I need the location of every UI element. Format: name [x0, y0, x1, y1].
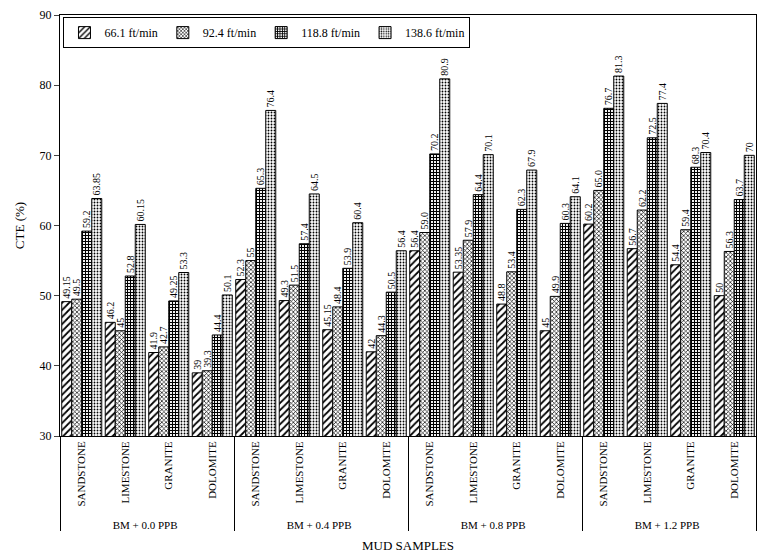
svg-text:50.1: 50.1 [222, 274, 233, 292]
svg-text:63.85: 63.85 [91, 173, 102, 196]
svg-text:GRANITE: GRANITE [162, 441, 174, 490]
svg-text:49.9: 49.9 [550, 276, 561, 294]
svg-text:48.4: 48.4 [332, 286, 343, 304]
svg-text:81.3: 81.3 [613, 56, 624, 74]
svg-text:SANDSTONE: SANDSTONE [75, 441, 87, 506]
svg-text:60: 60 [40, 219, 52, 233]
svg-text:60.15: 60.15 [135, 199, 146, 222]
svg-text:55: 55 [245, 248, 256, 258]
svg-text:50.5: 50.5 [386, 272, 397, 290]
svg-text:49.15: 49.15 [61, 276, 72, 299]
svg-text:72.5: 72.5 [647, 117, 658, 135]
svg-text:44.3: 44.3 [376, 315, 387, 333]
svg-text:50: 50 [40, 289, 52, 303]
svg-text:65.0: 65.0 [593, 170, 604, 188]
svg-text:DOLOMITE: DOLOMITE [380, 441, 392, 499]
svg-text:77.4: 77.4 [657, 83, 668, 101]
svg-text:68.3: 68.3 [690, 147, 701, 165]
svg-text:57.9: 57.9 [463, 220, 474, 238]
svg-text:64.1: 64.1 [570, 176, 581, 194]
svg-text:42: 42 [366, 339, 377, 349]
svg-text:63.7: 63.7 [734, 179, 745, 197]
svg-text:SANDSTONE: SANDSTONE [249, 441, 261, 506]
svg-text:52.8: 52.8 [125, 256, 136, 274]
svg-text:53.9: 53.9 [342, 248, 353, 265]
svg-text:45: 45 [540, 318, 551, 328]
svg-text:138.6 ft/min: 138.6 ft/min [405, 26, 464, 40]
svg-text:56.3: 56.3 [724, 231, 735, 249]
svg-text:76.7: 76.7 [603, 88, 614, 106]
svg-text:62.2: 62.2 [637, 190, 648, 208]
svg-text:30: 30 [40, 429, 52, 443]
svg-text:BM + 0.4 PPB: BM + 0.4 PPB [287, 519, 352, 531]
svg-text:56.7: 56.7 [627, 228, 638, 246]
svg-text:41.9: 41.9 [148, 332, 159, 350]
svg-text:49.25: 49.25 [168, 275, 179, 298]
svg-text:DOLOMITE: DOLOMITE [728, 441, 740, 499]
svg-text:53.35: 53.35 [453, 247, 464, 270]
svg-text:DOLOMITE: DOLOMITE [206, 441, 218, 499]
svg-text:64.5: 64.5 [309, 173, 320, 191]
svg-text:59.0: 59.0 [419, 212, 430, 230]
svg-text:MUD SAMPLES: MUD SAMPLES [362, 538, 454, 551]
svg-text:SANDSTONE: SANDSTONE [597, 441, 609, 506]
svg-text:118.8 ft/min: 118.8 ft/min [301, 26, 360, 40]
svg-text:45: 45 [115, 318, 126, 328]
svg-text:62.3: 62.3 [516, 189, 527, 207]
svg-text:70: 70 [744, 142, 755, 152]
svg-text:39.3: 39.3 [202, 350, 213, 368]
svg-text:56.4: 56.4 [409, 230, 420, 248]
svg-text:70.2: 70.2 [429, 133, 440, 151]
svg-text:40: 40 [40, 359, 52, 373]
svg-text:70.1: 70.1 [483, 134, 494, 152]
svg-text:70: 70 [40, 149, 52, 163]
svg-text:54.4: 54.4 [670, 244, 681, 261]
svg-text:70.4: 70.4 [700, 132, 711, 150]
svg-text:LIMESTONE: LIMESTONE [467, 441, 479, 503]
svg-text:BM + 1.2 PPB: BM + 1.2 PPB [635, 519, 700, 531]
svg-text:64.4: 64.4 [473, 174, 484, 192]
svg-text:48.8: 48.8 [496, 284, 507, 302]
svg-text:44.4: 44.4 [212, 314, 223, 332]
svg-text:52.3: 52.3 [235, 259, 246, 277]
svg-text:65.3: 65.3 [255, 168, 266, 186]
svg-text:60.3: 60.3 [560, 203, 571, 221]
svg-text:GRANITE: GRANITE [510, 441, 522, 490]
svg-text:92.4 ft/min: 92.4 ft/min [203, 26, 256, 40]
svg-text:LIMESTONE: LIMESTONE [119, 441, 131, 503]
svg-text:76.4: 76.4 [265, 90, 276, 108]
svg-text:59.4: 59.4 [680, 209, 691, 227]
svg-text:GRANITE: GRANITE [684, 441, 696, 490]
svg-text:67.9: 67.9 [526, 150, 537, 168]
svg-text:DOLOMITE: DOLOMITE [554, 441, 566, 499]
svg-text:51.5: 51.5 [289, 265, 300, 283]
svg-text:80: 80 [40, 78, 52, 92]
svg-text:LIMESTONE: LIMESTONE [293, 441, 305, 503]
svg-text:42.7: 42.7 [158, 326, 169, 344]
svg-text:BM + 0.8 PPB: BM + 0.8 PPB [461, 519, 526, 531]
svg-text:53.4: 53.4 [506, 251, 517, 269]
svg-text:56.4: 56.4 [396, 230, 407, 248]
svg-text:SANDSTONE: SANDSTONE [423, 441, 435, 506]
svg-text:80.9: 80.9 [439, 58, 450, 76]
svg-text:50: 50 [714, 283, 725, 293]
svg-text:57.4: 57.4 [299, 223, 310, 241]
svg-text:66.1 ft/min: 66.1 ft/min [104, 26, 157, 40]
svg-text:59.2: 59.2 [81, 211, 92, 229]
svg-text:60.2: 60.2 [583, 204, 594, 222]
svg-text:49.5: 49.5 [71, 279, 82, 297]
svg-text:BM + 0.0 PPB: BM + 0.0 PPB [113, 519, 178, 531]
svg-text:CTE (%): CTE (%) [12, 202, 27, 249]
svg-text:49.3: 49.3 [279, 280, 290, 298]
svg-text:90: 90 [40, 8, 52, 22]
svg-text:LIMESTONE: LIMESTONE [641, 441, 653, 503]
svg-text:39: 39 [192, 360, 203, 370]
svg-text:46.2: 46.2 [105, 302, 116, 320]
svg-text:GRANITE: GRANITE [336, 441, 348, 490]
svg-text:53.3: 53.3 [178, 252, 189, 270]
svg-text:60.4: 60.4 [352, 202, 363, 220]
svg-text:45.15: 45.15 [322, 304, 333, 327]
